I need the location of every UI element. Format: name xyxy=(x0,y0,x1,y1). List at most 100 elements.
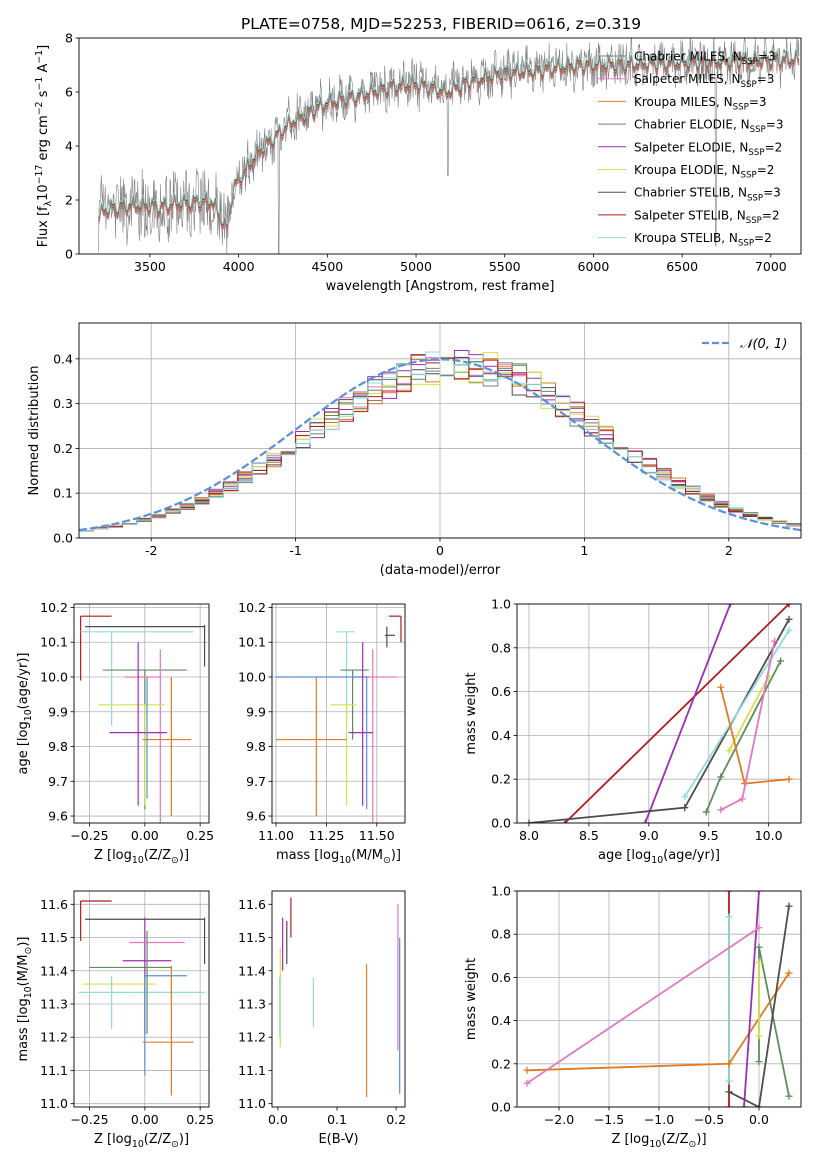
x-tick-label: 0.00 xyxy=(131,1112,159,1127)
weight-marker-chabrier_elodie xyxy=(717,773,725,781)
y-axis-label: Flux [fλ10−17 erg cm−2 s−1 A−1] xyxy=(34,45,54,247)
axes-frame xyxy=(78,322,802,539)
label-part: ⊙ xyxy=(23,947,34,955)
x-tick-label: 0.0 xyxy=(268,1112,288,1127)
plot-area xyxy=(79,350,801,538)
y-tick-label: 0.0 xyxy=(491,816,511,831)
label-part: Z [log xyxy=(94,848,132,863)
legend-entry-kroupa_stelib: Kroupa STELIB, NSSP=2 xyxy=(634,231,772,249)
plot-area xyxy=(523,891,793,1107)
y-tick-label: 11.6 xyxy=(238,897,266,912)
label-part: SSP xyxy=(733,103,749,113)
weight-marker-chabrier_elodie xyxy=(785,1092,793,1100)
label-part: mass [log xyxy=(16,998,31,1061)
label-part: Salpeter ELODIE, N xyxy=(634,140,748,154)
weight-marker-chabrier_elodie xyxy=(777,657,785,665)
label-part: Salpeter STELIB, N xyxy=(634,208,746,222)
weight-marker-chabrier_stelib xyxy=(785,902,793,910)
x-tick-label: 11.50 xyxy=(359,828,395,843)
weight-marker-salpeter_miles xyxy=(755,924,763,932)
label-part: )] xyxy=(16,937,31,947)
weight-marker-salpeter_elodie xyxy=(641,819,649,823)
label-part: (M/M xyxy=(16,955,31,987)
label-part: Chabrier ELODIE, N xyxy=(634,118,750,132)
x-tick-label: 1 xyxy=(580,543,588,558)
plot-area xyxy=(279,897,401,1098)
weight-marker-chabrier_elodie xyxy=(755,1058,763,1066)
label-part: 10 xyxy=(23,986,34,998)
x-tick-label: −2.0 xyxy=(544,1112,574,1127)
x-tick-label: 0.00 xyxy=(131,828,159,843)
y-tick-label: 0.8 xyxy=(491,927,511,942)
weight-marker-kroupa_miles xyxy=(785,969,793,977)
y-tick-label: 0.0 xyxy=(53,531,73,546)
label-part: wavelength [Angstrom, rest frame] xyxy=(326,279,555,294)
y-axis-label: Normed distribution xyxy=(27,366,42,496)
weight-marker-kroupa_stelib xyxy=(681,793,689,801)
weight-marker-salpeter_miles xyxy=(738,795,746,803)
label-part: )] xyxy=(179,1132,189,1147)
y-tick-label: 11.3 xyxy=(40,996,68,1011)
x-tick-label: 8.5 xyxy=(579,828,599,843)
plot-area xyxy=(525,604,793,823)
x-axis-label: mass [log10(M/M⊙)] xyxy=(276,848,401,866)
x-axis-label: Z [log10(Z/Z⊙)] xyxy=(94,1132,189,1150)
y-axis-label: mass weight xyxy=(464,958,479,1040)
label-part: =3 xyxy=(757,72,775,86)
x-tick-label: 6000 xyxy=(578,259,610,274)
weight-marker-salpeter_stelib xyxy=(785,604,793,608)
label-part: ] xyxy=(36,45,51,50)
label-part: =2 xyxy=(754,231,772,245)
x-tick-label: -2 xyxy=(145,543,157,558)
weight-marker-kroupa_elodie xyxy=(755,958,763,966)
label-part: −17 xyxy=(34,165,45,185)
y-tick-label: 10.0 xyxy=(40,670,68,685)
label-part: (Z/Z xyxy=(661,1132,688,1147)
weight-marker-salpeter_stelib xyxy=(725,1103,733,1107)
x-tick-label: −1.5 xyxy=(594,1112,624,1127)
label-part: Salpeter MILES, N xyxy=(634,72,741,86)
legend-entry-salpeter_miles: Salpeter MILES, NSSP=3 xyxy=(634,72,774,90)
y-tick-label: 9.8 xyxy=(48,739,68,754)
x-tick-label: 6500 xyxy=(666,259,698,274)
x-tick-label: 0 xyxy=(436,543,444,558)
weight-marker-kroupa_stelib xyxy=(785,626,793,634)
y-tick-label: 10.0 xyxy=(238,670,266,685)
label-part: SSP xyxy=(746,216,762,226)
label-part: Z [log xyxy=(611,1132,649,1147)
weight-vs-age-panel: 8.0 8.5 9.0 9.5 10.0 0.0 0.2 0.4 0.6 0.8 1.0 age [l… xyxy=(464,597,802,866)
x-tick-label: −1.0 xyxy=(644,1112,674,1127)
label-part: 10 xyxy=(651,855,663,866)
y-tick-label: 9.8 xyxy=(246,739,266,754)
label-part: 10 xyxy=(23,709,34,721)
label-part: erg cm xyxy=(36,115,51,164)
label-part: (Z/Z xyxy=(144,1132,171,1147)
x-tick-label: −0.25 xyxy=(70,828,108,843)
x-tick-label: 0.25 xyxy=(186,828,214,843)
label-part: =3 xyxy=(766,118,784,132)
y-tick-label: 0.8 xyxy=(491,640,511,655)
y-tick-label: 0.2 xyxy=(53,441,73,456)
label-part: SSP xyxy=(747,193,763,203)
label-part: SSP xyxy=(741,80,757,90)
label-part: mass weight xyxy=(464,672,479,754)
label-part: 10 xyxy=(132,1139,144,1150)
label-part: ⊙ xyxy=(171,855,179,866)
y-tick-label: 0 xyxy=(65,247,73,262)
weight-line-salpeter_stelib xyxy=(564,604,790,823)
label-part: (Z/Z xyxy=(144,848,171,863)
label-part: SSP xyxy=(742,57,758,67)
y-axis-label: age [log10(age/yr)] xyxy=(16,653,34,775)
label-part: mass [log xyxy=(276,848,339,863)
label-part: Kroupa MILES, N xyxy=(634,95,733,109)
y-tick-label: 11.5 xyxy=(238,930,266,945)
x-tick-label: 9.0 xyxy=(639,828,659,843)
y-tick-label: 11.6 xyxy=(40,897,68,912)
plot-area xyxy=(98,38,800,254)
y-tick-label: 11.5 xyxy=(40,930,68,945)
weight-marker-kroupa_miles xyxy=(717,683,725,691)
histogram-kroupa_stelib xyxy=(79,351,801,538)
weight-marker-chabrier_elodie xyxy=(755,943,763,951)
label-part: =3 xyxy=(749,95,767,109)
x-tick-label: 2 xyxy=(725,543,733,558)
